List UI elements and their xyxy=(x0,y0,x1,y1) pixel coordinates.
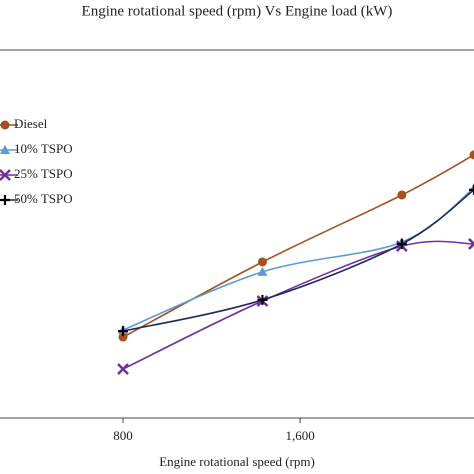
marker xyxy=(469,184,474,195)
chart-title: Engine rotational speed (rpm) Vs Engine … xyxy=(82,3,393,19)
series-line xyxy=(122,240,474,370)
x-tick-label: 1,600 xyxy=(285,428,314,443)
marker xyxy=(257,266,268,276)
marker xyxy=(118,326,129,337)
legend-label: Diesel xyxy=(14,116,48,131)
marker xyxy=(0,145,10,154)
marker xyxy=(118,332,128,342)
marker xyxy=(257,294,268,305)
marker xyxy=(468,238,474,250)
marker xyxy=(0,120,10,130)
marker xyxy=(397,190,407,200)
x-axis-label: Engine rotational speed (rpm) xyxy=(159,454,315,469)
series-line xyxy=(122,154,474,338)
series-line xyxy=(122,189,474,332)
marker xyxy=(0,169,11,181)
marker xyxy=(0,195,10,205)
legend-label: 25% TSPO xyxy=(14,166,73,181)
marker xyxy=(396,238,407,249)
marker xyxy=(469,150,474,160)
marker xyxy=(117,363,129,375)
marker xyxy=(257,257,267,267)
legend-label: 50% TSPO xyxy=(14,191,73,206)
legend-label: 10% TSPO xyxy=(14,141,73,156)
x-tick-label: 800 xyxy=(113,428,133,443)
